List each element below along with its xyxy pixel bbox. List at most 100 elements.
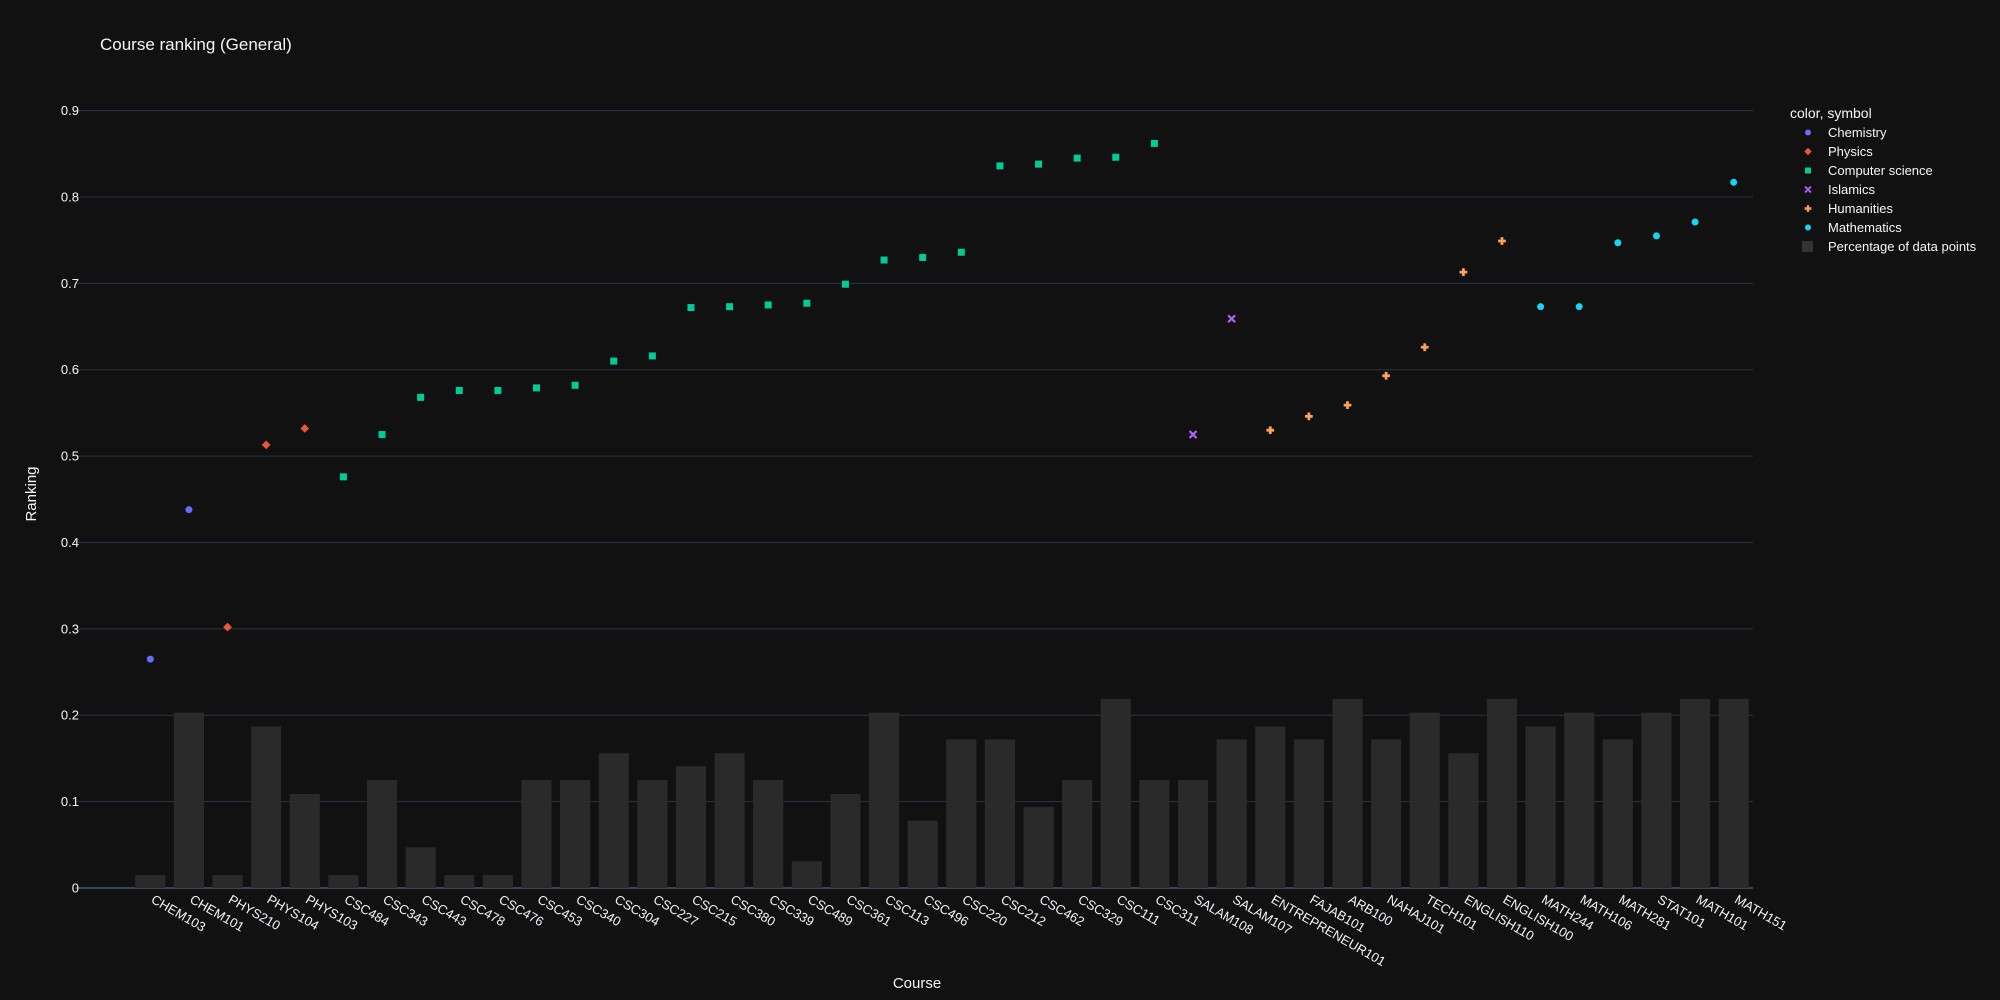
bar [366,780,398,888]
bar [675,766,707,888]
data-point [185,506,193,514]
legend-swatch [1805,167,1811,174]
y-tick-label: 0 [72,881,79,896]
data-point [1498,237,1506,245]
legend-swatch [1805,224,1811,231]
data-point [1575,303,1583,311]
y-axis-title: Ranking [23,466,40,521]
bar [1100,698,1131,888]
bar [869,712,900,888]
bar [289,793,320,888]
bar [405,847,436,888]
bar [1448,753,1479,888]
data-point [880,256,888,264]
bar [521,780,552,888]
bar [598,753,629,888]
y-tick-label: 0.5 [61,449,79,464]
bar [1023,806,1054,888]
bar [946,739,977,888]
y-tick-label: 0.2 [61,708,79,723]
data-point [687,304,695,312]
bar [1409,712,1440,888]
x-tick-labels: CHEM103CHEM101PHYS210PHYS104PHYS103CSC48… [149,892,1790,970]
data-point [726,303,734,311]
bar [1525,726,1556,888]
data-point [803,299,811,307]
bars [135,698,1749,888]
legend-title: color, symbol [1790,105,1872,121]
data-point [1730,178,1738,186]
data-point [1459,268,1468,276]
bar [637,780,668,888]
data-point [1420,343,1429,352]
bar [984,739,1015,888]
bar [173,712,204,888]
data-point [1073,154,1081,162]
data-point [957,248,965,256]
data-point [1691,218,1699,226]
bar [1486,698,1518,888]
legend-swatch [1804,147,1812,156]
legend-label: Mathematics [1828,220,1902,235]
data-point [378,431,386,439]
data-point [1614,239,1622,247]
legend-label: Chemistry [1828,125,1887,140]
data-point [610,357,618,365]
y-tick-label: 0.7 [61,276,79,291]
bar [1177,780,1209,888]
bar [1641,712,1672,888]
data-point [417,393,425,401]
y-tick-labels: 0 0.1 0.2 0.3 0.4 0.5 0.6 0.7 0.8 0.9 [61,103,79,895]
data-point [1382,371,1390,380]
data-point [1652,232,1660,240]
legend-label: Humanities [1828,201,1894,216]
legend-swatch [1804,185,1812,194]
data-point [996,162,1004,170]
legend-swatch [1804,205,1812,212]
bar [482,875,513,888]
legend-swatch [1802,241,1813,252]
data-point [648,352,656,360]
data-point [339,473,347,481]
bar [830,793,861,888]
data-point [533,384,540,392]
y-tick-label: 0.9 [61,103,79,118]
bar [791,861,822,888]
legend-label: Percentage of data points [1828,239,1977,254]
bar [1332,698,1363,888]
data-point [300,424,310,433]
data-point [764,301,772,309]
data-point [1343,401,1352,409]
bar [135,875,166,888]
legend-label: Islamics [1828,182,1875,197]
data-point [919,253,927,261]
bar [444,875,475,888]
data-point [146,655,154,663]
y-tick-label: 0.1 [61,794,79,809]
data-point [261,440,271,450]
y-tick-label: 0.6 [61,362,79,377]
bar [907,820,938,888]
data-point [494,386,502,394]
points [146,139,1738,663]
grid [75,110,1753,889]
data-point [223,622,232,632]
y-tick-label: 0.3 [61,621,79,636]
bar [714,753,745,888]
legend-label: Computer science [1828,163,1933,178]
bar [1293,739,1324,888]
data-point [1188,430,1198,439]
legend-label: Physics [1828,144,1873,159]
data-point [1112,153,1120,161]
chart-title: Course ranking (General) [100,35,292,54]
bar [1255,726,1286,888]
data-point [455,386,463,394]
data-point [1537,303,1545,311]
data-point [571,381,579,389]
legend: color, symbol Chemistry Physics Computer s… [1790,105,1977,254]
data-point [1266,426,1275,435]
bar [1602,739,1633,888]
bar [328,875,359,888]
bar [1062,780,1093,888]
